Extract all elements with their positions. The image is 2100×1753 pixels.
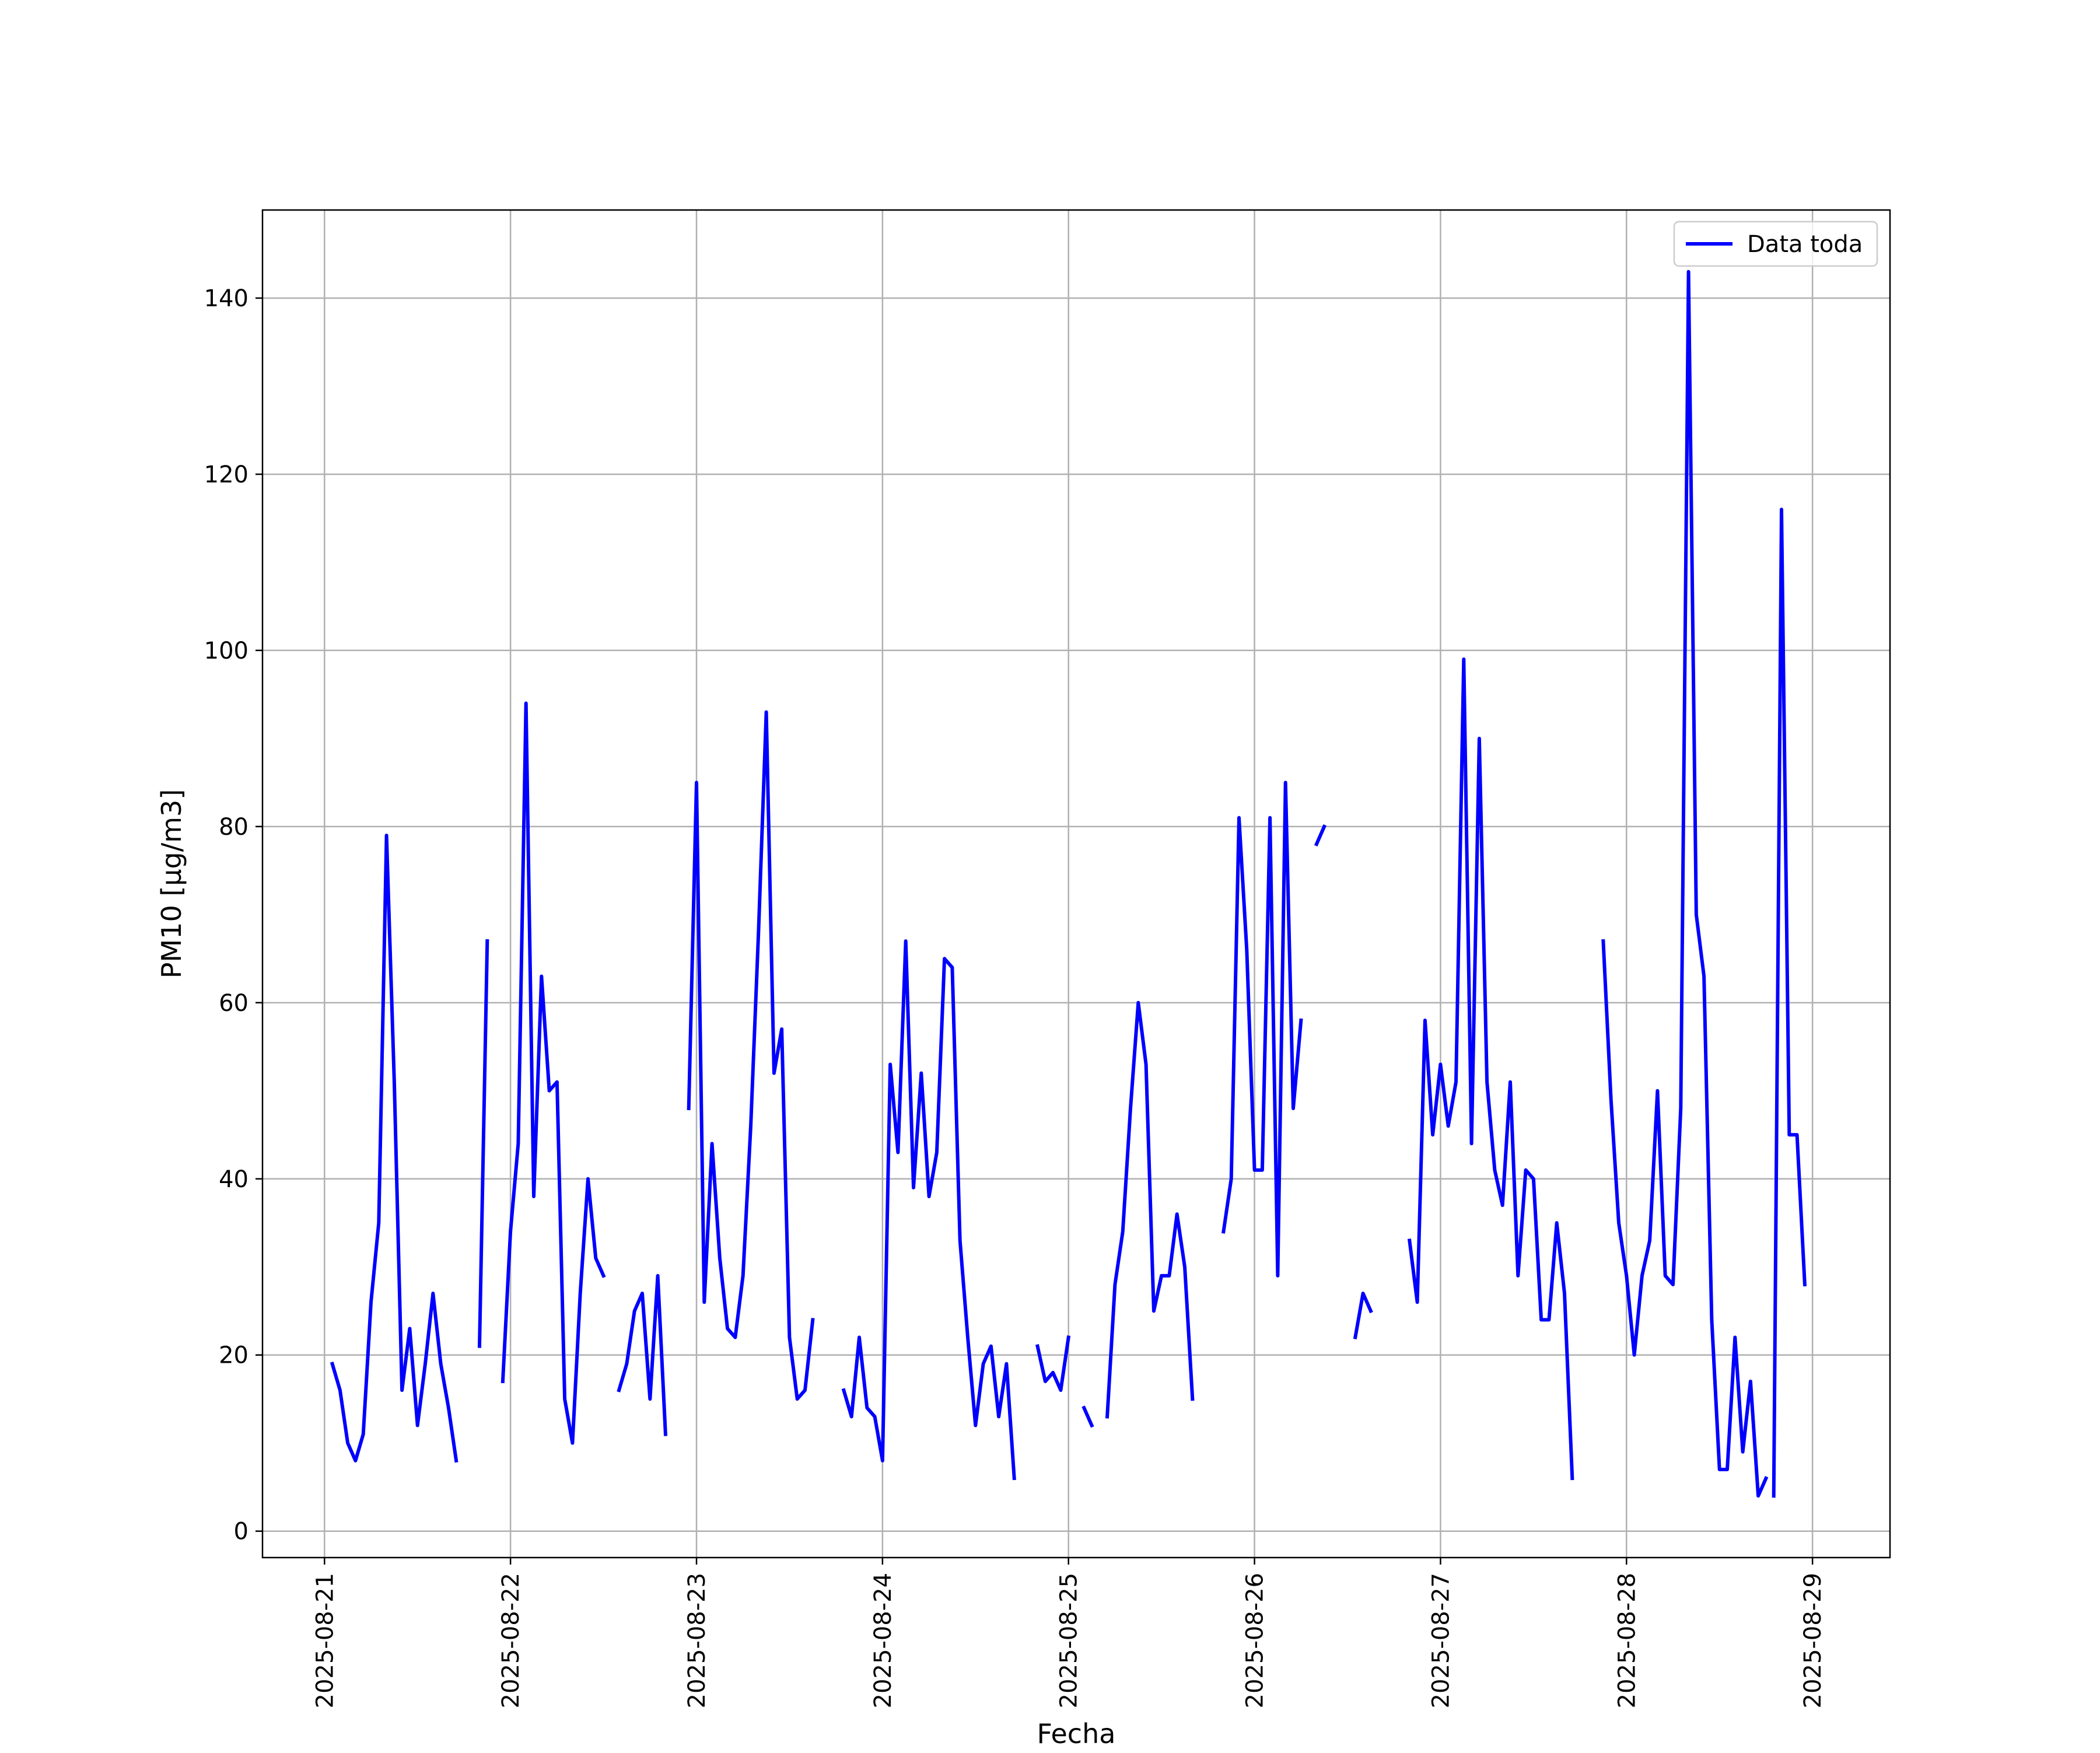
- x-axis-label: Fecha: [1037, 1718, 1116, 1749]
- series-line-segment: [1082, 1405, 1094, 1428]
- legend-box: [1673, 221, 1878, 267]
- series-line-segment: [841, 939, 1016, 1481]
- legend-label: Data toda: [1747, 231, 1863, 258]
- y-tick-label: 140: [204, 285, 249, 312]
- series-line-segment: [501, 701, 606, 1445]
- y-tick-label: 120: [204, 461, 249, 488]
- x-axis-ticks: 2025-08-21 2025-08-22 2025-08-23 2025-08-24…: [312, 1558, 1826, 1708]
- series-line-segment: [477, 939, 489, 1348]
- x-tick-label: 2025-08-26: [1242, 1573, 1269, 1708]
- grid: [262, 210, 1890, 1558]
- x-tick-label: 2025-08-25: [1056, 1573, 1083, 1708]
- legend[interactable]: Data toda: [1673, 221, 1878, 267]
- series-data-toda: [330, 270, 1807, 1498]
- x-tick-label: 2025-08-29: [1800, 1573, 1826, 1708]
- series-line-segment: [1601, 270, 1769, 1498]
- series-line-segment: [1314, 824, 1327, 847]
- series-line-segment: [1353, 1292, 1373, 1339]
- series-line-segment: [330, 834, 459, 1463]
- series-line-segment: [1221, 781, 1303, 1278]
- y-tick-label: 40: [219, 1166, 249, 1193]
- series-line-segment: [1105, 1000, 1195, 1419]
- series-line-segment: [1035, 1335, 1071, 1392]
- x-tick-label: 2025-08-21: [312, 1573, 338, 1708]
- x-tick-label: 2025-08-28: [1614, 1573, 1640, 1708]
- y-axis-label: PM10 [μg/m3]: [156, 789, 187, 979]
- plot-frame: [261, 209, 1891, 1559]
- series-line-segment: [687, 710, 815, 1401]
- y-tick-label: 80: [219, 814, 249, 841]
- y-tick-label: 60: [219, 990, 249, 1017]
- x-tick-label: 2025-08-27: [1427, 1573, 1454, 1708]
- x-tick-label: 2025-08-23: [684, 1573, 710, 1708]
- series-line-segment: [1772, 508, 1807, 1498]
- x-tick-label: 2025-08-22: [498, 1573, 524, 1708]
- y-tick-label: 20: [219, 1342, 249, 1369]
- y-axis-ticks: 0 20 40 60 80 100 120 140: [204, 285, 262, 1545]
- y-tick-label: 0: [234, 1518, 249, 1545]
- series-line-segment: [1407, 657, 1574, 1481]
- series-line-segment: [617, 1273, 668, 1436]
- y-tick-label: 100: [204, 638, 249, 664]
- x-tick-label: 2025-08-24: [870, 1573, 897, 1708]
